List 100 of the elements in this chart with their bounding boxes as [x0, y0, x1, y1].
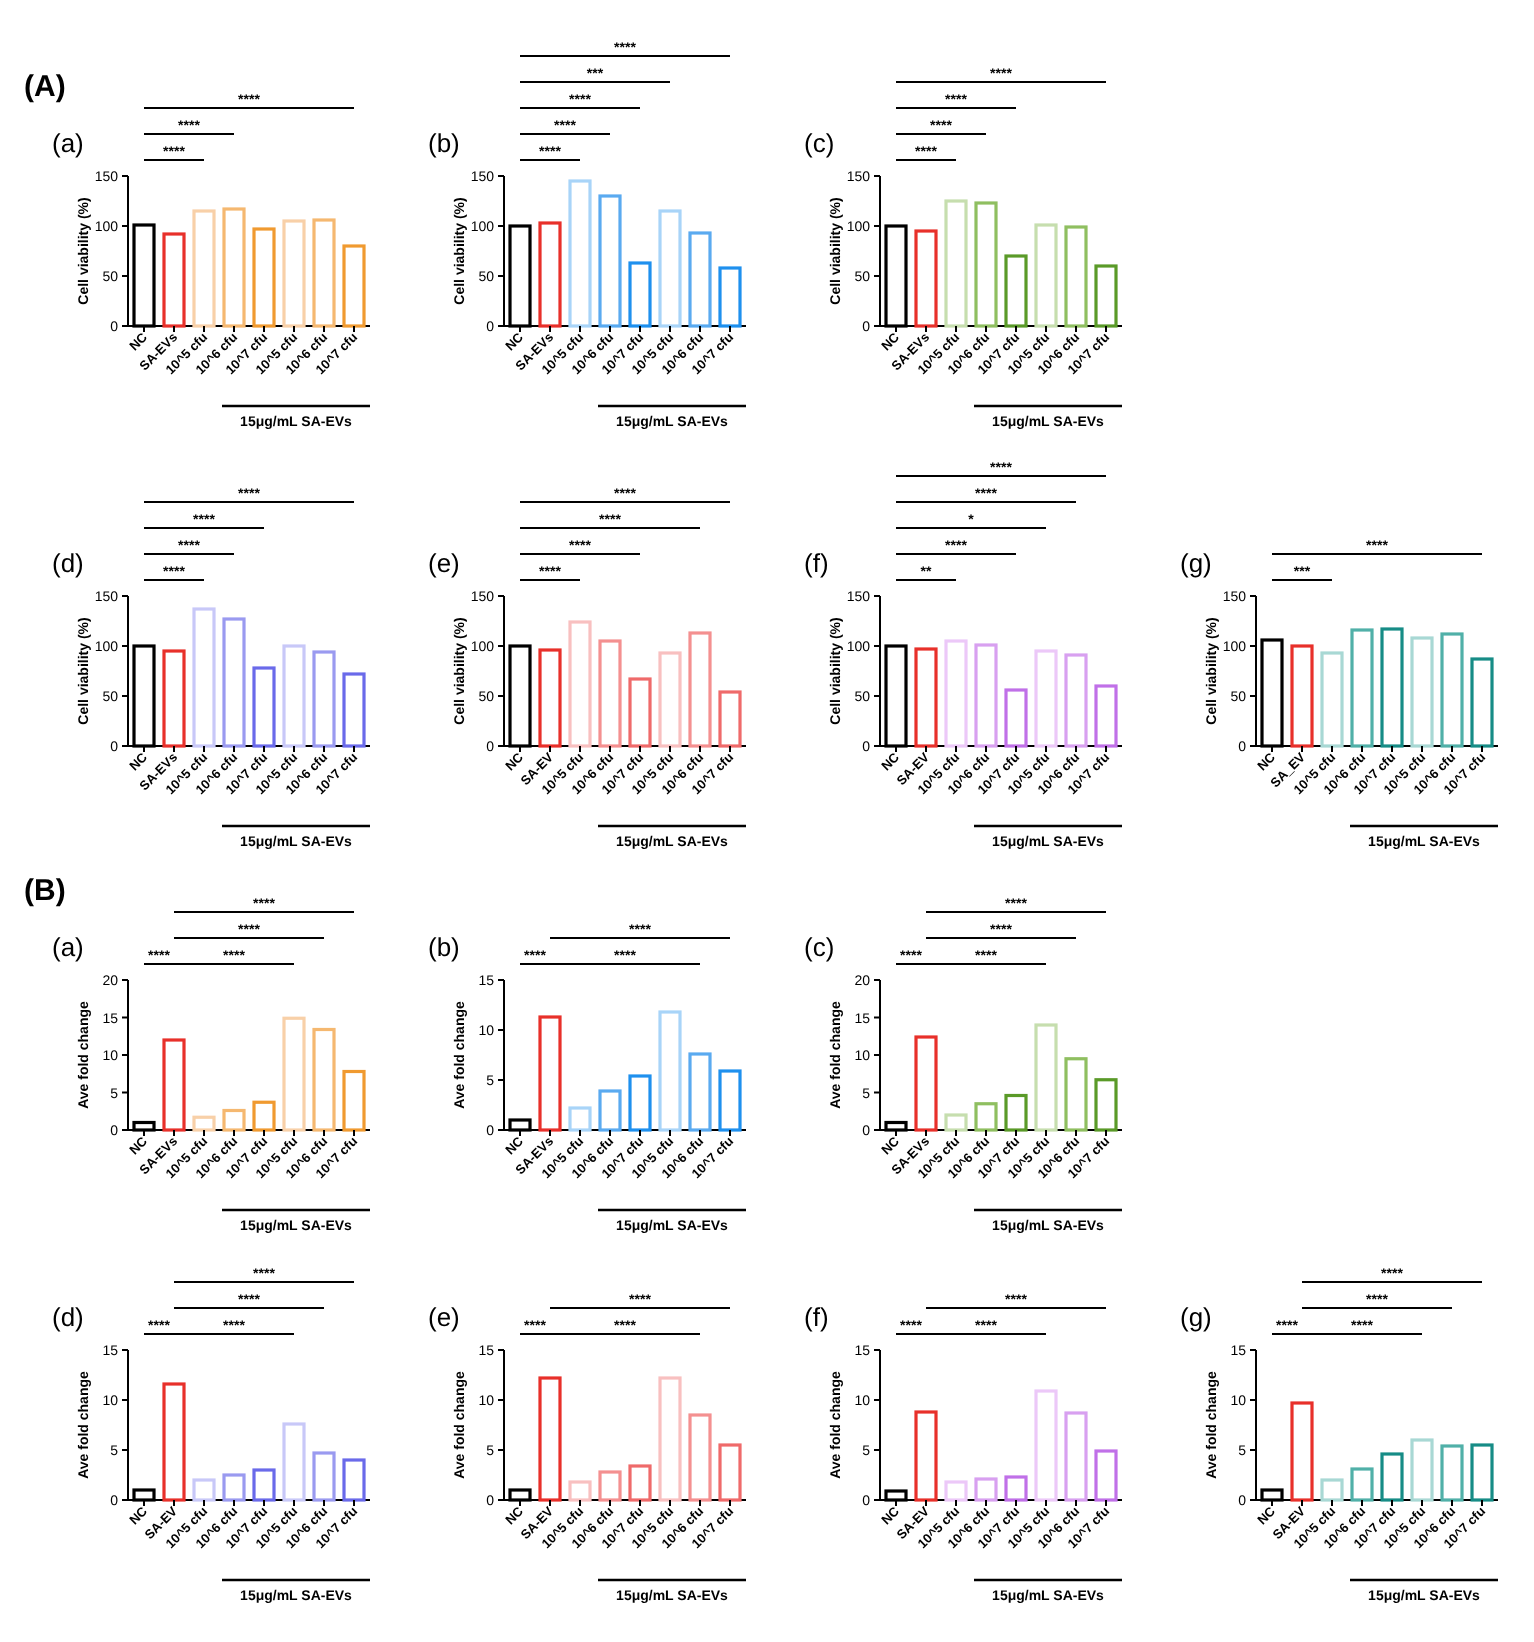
chart-title: (a)	[52, 128, 84, 158]
bar	[1380, 1452, 1404, 1502]
bar	[598, 1089, 622, 1132]
bar	[974, 1477, 998, 1502]
chart-title: (e)	[428, 1302, 460, 1332]
chart-title: (b)	[428, 932, 460, 962]
bar	[342, 1458, 366, 1502]
bar	[162, 649, 186, 748]
text: (B)	[24, 874, 66, 908]
bar	[1034, 223, 1058, 328]
bar	[628, 261, 652, 328]
bar	[252, 1100, 276, 1132]
bar	[568, 620, 592, 748]
bar	[1034, 649, 1058, 748]
bar	[1004, 1093, 1028, 1132]
bar	[688, 631, 712, 748]
bar	[718, 1443, 742, 1502]
bar	[974, 643, 998, 748]
bar	[252, 666, 276, 748]
text: (A)	[24, 70, 66, 104]
bar	[1094, 1449, 1118, 1502]
bar	[688, 1052, 712, 1132]
bar	[192, 607, 216, 748]
bar	[718, 266, 742, 328]
bar	[1440, 632, 1464, 748]
bar	[252, 227, 276, 328]
bar	[342, 1069, 366, 1132]
chart-title: (b)	[428, 128, 460, 158]
bar	[914, 229, 938, 328]
bar	[688, 1413, 712, 1502]
bar	[312, 1451, 336, 1502]
bar	[1410, 1438, 1434, 1502]
bar	[1094, 684, 1118, 748]
bar	[944, 1113, 968, 1132]
bar	[628, 1464, 652, 1502]
bar	[628, 1074, 652, 1132]
chart-title: (c)	[804, 128, 835, 158]
bar	[974, 201, 998, 328]
bar	[1004, 254, 1028, 328]
bar	[944, 1480, 968, 1502]
bar	[628, 677, 652, 748]
bar	[1094, 264, 1118, 328]
bar	[658, 1010, 682, 1132]
bar	[598, 194, 622, 328]
bar	[658, 651, 682, 748]
bar	[1064, 1411, 1088, 1502]
bar	[1440, 1444, 1464, 1502]
bar	[718, 1069, 742, 1132]
bar	[162, 232, 186, 328]
bar	[568, 1480, 592, 1502]
bar	[1350, 628, 1374, 748]
bar	[1320, 1478, 1344, 1502]
chart-title: (f)	[804, 1302, 829, 1332]
bar	[1094, 1078, 1118, 1132]
bar	[222, 207, 246, 328]
bar	[914, 1410, 938, 1502]
bar	[162, 1038, 186, 1132]
bar	[222, 617, 246, 748]
bar	[568, 1106, 592, 1132]
bar	[222, 1108, 246, 1132]
bar	[1034, 1023, 1058, 1132]
bar	[914, 1035, 938, 1132]
bar	[282, 644, 306, 748]
bar	[1290, 1401, 1314, 1502]
bar	[974, 1102, 998, 1132]
bar	[282, 1422, 306, 1502]
bar	[342, 244, 366, 328]
bar	[312, 218, 336, 328]
chart-title: (a)	[52, 932, 84, 962]
chart-title: (d)	[52, 1302, 84, 1332]
chart-title: (g)	[1180, 1302, 1212, 1332]
bar	[598, 1470, 622, 1502]
bar	[1064, 225, 1088, 328]
chart-title: (f)	[804, 548, 829, 578]
bar	[944, 199, 968, 328]
bar	[658, 1376, 682, 1502]
bar	[312, 1027, 336, 1132]
bar	[1380, 627, 1404, 748]
bar	[1064, 1057, 1088, 1132]
bar	[688, 231, 712, 328]
bar	[658, 209, 682, 328]
bar	[342, 672, 366, 748]
bar	[914, 647, 938, 748]
bar	[192, 209, 216, 328]
bar	[538, 1376, 562, 1502]
bar	[1064, 653, 1088, 748]
bar	[192, 1115, 216, 1132]
bar	[312, 650, 336, 748]
chart-title: (e)	[428, 548, 460, 578]
bar	[1470, 1443, 1494, 1502]
bar	[1470, 657, 1494, 748]
bar	[538, 221, 562, 328]
bar	[1290, 644, 1314, 748]
bar	[162, 1382, 186, 1502]
bar	[1410, 636, 1434, 748]
bar	[598, 639, 622, 748]
bar	[538, 648, 562, 748]
bar	[1350, 1467, 1374, 1502]
bar	[252, 1468, 276, 1502]
chart-title: (g)	[1180, 548, 1212, 578]
